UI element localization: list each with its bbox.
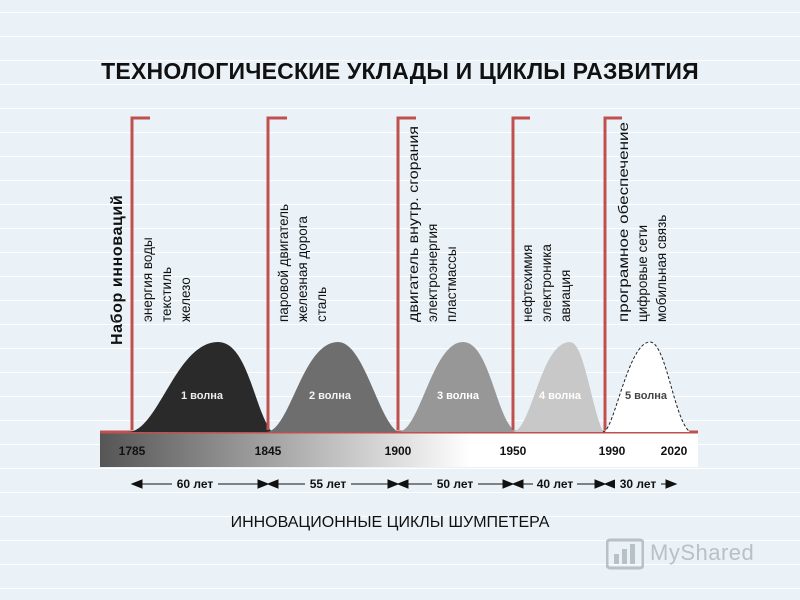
- year-label: 1785: [119, 444, 146, 458]
- bar-chart-icon: [606, 538, 644, 570]
- page-subtitle: ИННОВАЦИОННЫЕ ЦИКЛЫ ШУМПЕТЕРА: [230, 514, 550, 531]
- innovation-bracket: [266, 116, 287, 430]
- arrow-right-icon: [257, 479, 270, 489]
- background-line: [0, 252, 800, 253]
- arrow-right-icon: [387, 479, 400, 489]
- background-line: [0, 84, 800, 85]
- duration-label: 40 лет: [537, 477, 574, 491]
- wave-label: 2 волна: [309, 390, 352, 402]
- timeline-band: [100, 432, 698, 467]
- duration-label: 60 лет: [177, 477, 214, 491]
- arrow-left-icon: [396, 479, 409, 489]
- wave-5-outline: [602, 341, 691, 433]
- background-line: [0, 300, 800, 301]
- arrow-left-icon: [511, 479, 524, 489]
- innovation-text: железная дорога: [295, 216, 310, 322]
- innovation-text: паровой двигатель: [276, 204, 291, 322]
- year-label: 1950: [500, 444, 527, 458]
- background-line: [0, 156, 800, 157]
- background-line: [0, 588, 800, 589]
- innovation-text: авиация: [558, 270, 573, 322]
- wave-label: 3 волна: [437, 390, 480, 402]
- background-line: [0, 396, 800, 397]
- innovation-bracket: [603, 116, 622, 430]
- year-label: 1845: [255, 444, 282, 458]
- wave-label: 4 волна: [539, 390, 582, 402]
- innovation-bracket: [396, 116, 416, 430]
- innovation-text: програмное обеспечение: [616, 122, 631, 322]
- wave-5-shape: [603, 342, 690, 432]
- duration-label: 50 лет: [437, 477, 474, 491]
- background-line: [0, 228, 800, 229]
- page-title: ТЕХНОЛОГИЧЕСКИЕ УКЛАДЫ И ЦИКЛЫ РАЗВИТИЯ: [101, 58, 699, 84]
- arrow-right-icon: [665, 479, 678, 489]
- arrow-left-icon: [130, 479, 143, 489]
- background-line: [0, 420, 800, 421]
- arrow-right-icon: [594, 479, 607, 489]
- arrow-left-icon: [266, 479, 279, 489]
- arrow-right-icon: [502, 479, 515, 489]
- background-line: [0, 180, 800, 181]
- wave-3-shape: [398, 342, 516, 432]
- innovation-text: электроника: [539, 244, 554, 322]
- innovations-axis-label: Набор инноваций: [109, 195, 126, 345]
- background-line: [0, 372, 800, 373]
- innovation-text: железо: [178, 277, 193, 322]
- background-line: [0, 492, 800, 493]
- innovation-text: двигатель внутр. сгорания: [406, 126, 421, 322]
- innovation-text: мобильная связь: [654, 215, 669, 322]
- innovation-text: энергия воды: [140, 237, 155, 322]
- background-line: [0, 12, 800, 13]
- arrow-left-icon: [603, 479, 616, 489]
- duration-label: 55 лет: [310, 477, 347, 491]
- wave-1-shape: [128, 342, 272, 432]
- year-label: 1990: [599, 444, 626, 458]
- background-line: [0, 60, 800, 61]
- innovation-bracket: [130, 116, 150, 430]
- innovation-text: нефтехимия: [520, 245, 535, 322]
- watermark-text: MyShared: [650, 540, 755, 565]
- innovation-text: цифровые сети: [635, 225, 650, 322]
- background-line: [0, 324, 800, 325]
- innovation-bracket: [511, 116, 530, 430]
- duration-label: 30 лет: [620, 477, 657, 491]
- wave-label: 5 волна: [625, 390, 668, 402]
- wave-2-shape: [266, 342, 398, 432]
- wave-4-shape: [512, 342, 603, 432]
- wave-label: 1 волна: [181, 390, 224, 402]
- innovation-text: текстиль: [159, 267, 174, 322]
- watermark: MyShared: [606, 536, 754, 570]
- background-line: [0, 204, 800, 205]
- background-line: [0, 540, 800, 541]
- background-line: [0, 468, 800, 469]
- year-label: 1900: [385, 444, 412, 458]
- background-line: [0, 36, 800, 37]
- background-line: [0, 276, 800, 277]
- background-line: [0, 108, 800, 109]
- innovation-text: пластмассы: [444, 246, 459, 322]
- year-label: 2020: [661, 444, 688, 458]
- background-line: [0, 564, 800, 565]
- background-line: [0, 132, 800, 133]
- background-line: [0, 516, 800, 517]
- innovation-text: сталь: [314, 287, 329, 322]
- background-line: [0, 348, 800, 349]
- innovation-text: электроэнергия: [425, 224, 440, 322]
